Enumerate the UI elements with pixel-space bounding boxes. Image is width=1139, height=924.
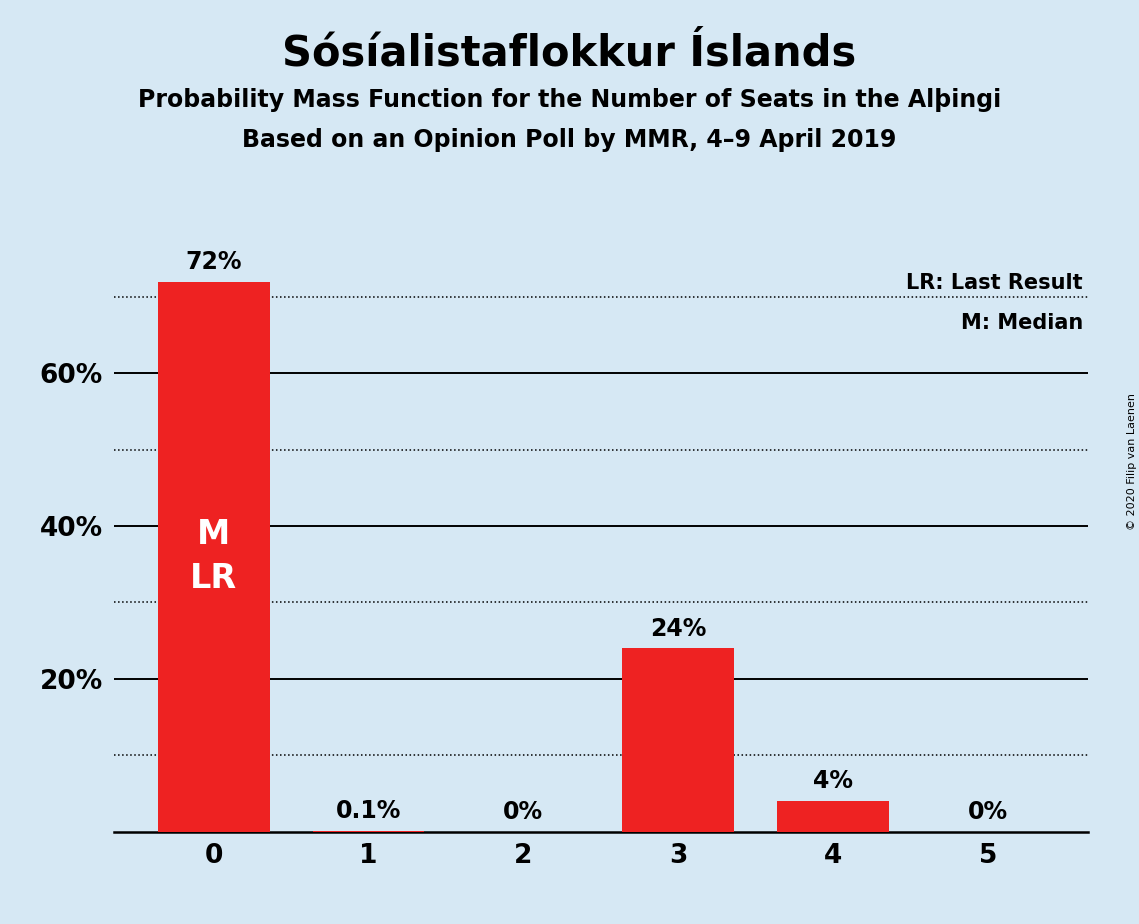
Text: Sósíalistaflokkur Íslands: Sósíalistaflokkur Íslands	[282, 32, 857, 74]
Text: Based on an Opinion Poll by MMR, 4–9 April 2019: Based on an Opinion Poll by MMR, 4–9 Apr…	[243, 128, 896, 152]
Bar	[777, 801, 888, 832]
Bar	[158, 282, 270, 832]
Text: 0%: 0%	[968, 800, 1008, 824]
Text: M
LR: M LR	[190, 518, 237, 595]
Bar	[623, 649, 734, 832]
Text: 0%: 0%	[503, 800, 543, 824]
Text: 4%: 4%	[813, 770, 853, 794]
Text: Probability Mass Function for the Number of Seats in the Alþingi: Probability Mass Function for the Number…	[138, 88, 1001, 112]
Text: 24%: 24%	[650, 616, 706, 640]
Text: M: Median: M: Median	[960, 313, 1083, 334]
Text: 72%: 72%	[186, 250, 243, 274]
Text: LR: Last Result: LR: Last Result	[907, 274, 1083, 293]
Text: © 2020 Filip van Laenen: © 2020 Filip van Laenen	[1126, 394, 1137, 530]
Text: 0.1%: 0.1%	[336, 799, 401, 823]
